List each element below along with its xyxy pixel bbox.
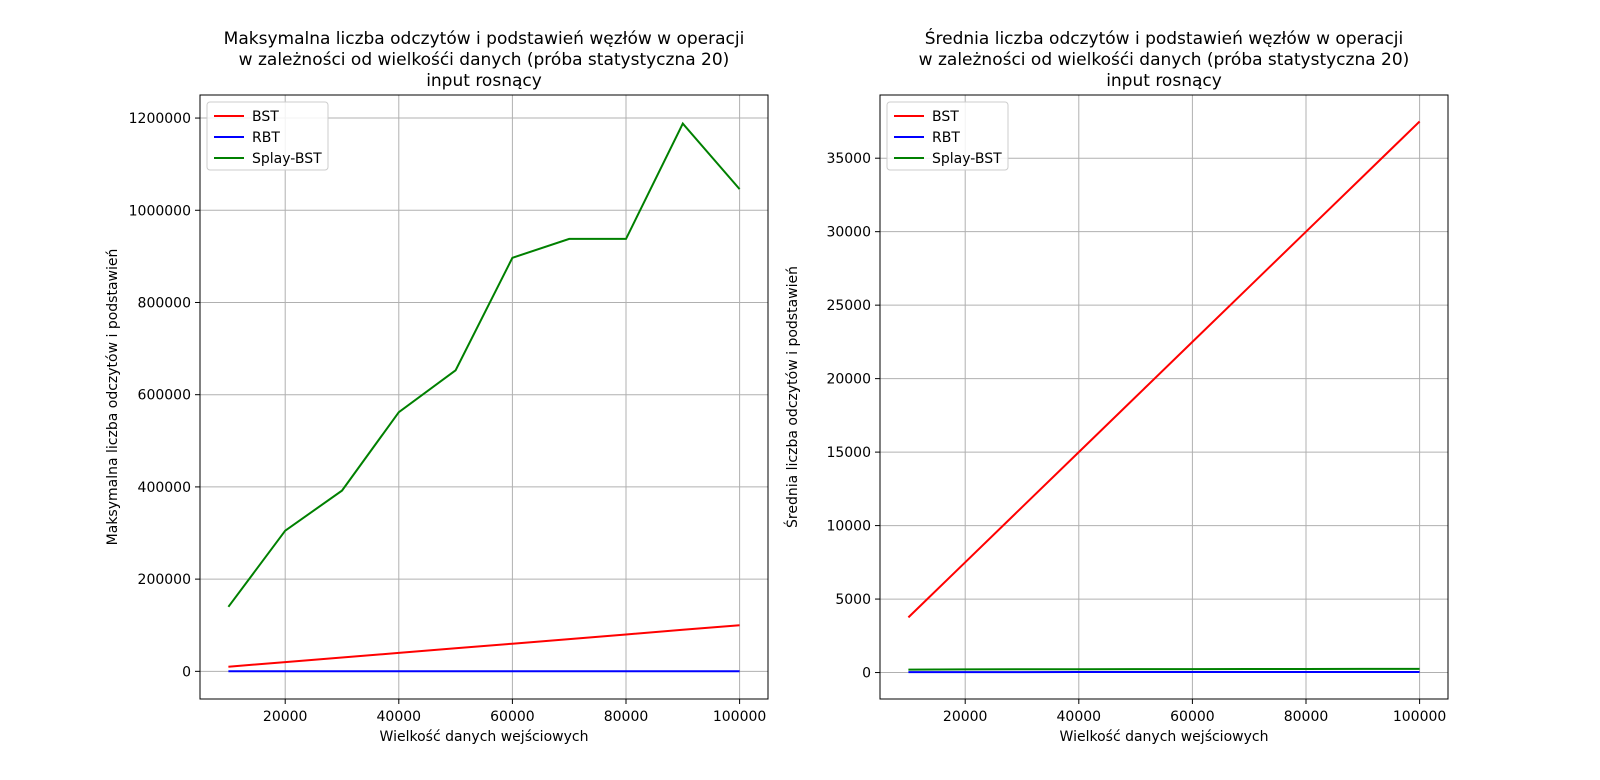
chart-title-line: w zależności od wielkośći danych (próba … <box>919 50 1410 70</box>
x-axis-label: Wielkość danych wejściowych <box>1060 729 1269 745</box>
chart-panel-1: Maksymalna liczba odczytów i podstawień … <box>105 29 769 745</box>
plot-frame <box>199 94 769 700</box>
y-tick-label: 800000 <box>138 295 191 311</box>
x-tick-label: 60000 <box>1170 709 1215 725</box>
legend-box <box>886 101 1009 171</box>
x-tick-label: 100000 <box>713 709 766 725</box>
chart-title-line: input rosnący <box>426 71 542 91</box>
legend-label: RBT <box>252 130 280 146</box>
y-axis-label: Średnia liczba odczytów i podstawień <box>783 266 801 528</box>
legend-label: BST <box>932 109 959 125</box>
legend-box <box>206 101 329 171</box>
y-tick-label: 0 <box>182 664 191 680</box>
x-tick-label: 80000 <box>1284 709 1329 725</box>
chart-title-line: input rosnący <box>1106 71 1222 91</box>
y-tick-label: 10000 <box>826 519 871 535</box>
y-tick-label: 5000 <box>835 592 871 608</box>
y-tick-label: 35000 <box>826 151 871 167</box>
x-tick-label: 20000 <box>943 709 988 725</box>
y-tick-label: 30000 <box>826 225 871 241</box>
series-line-bst <box>228 624 740 668</box>
series-line-splay-bst <box>908 667 1420 671</box>
chart-panel-2: Średnia liczba odczytów i podstawień węz… <box>783 27 1449 745</box>
chart-title-line: w zależności od wielkośći danych (próba … <box>239 50 730 70</box>
chart-title-line: Maksymalna liczba odczytów i podstawień … <box>224 29 745 49</box>
legend-label: BST <box>252 109 279 125</box>
y-tick-label: 400000 <box>138 480 191 496</box>
plot-area <box>200 95 768 699</box>
chart-title-line: Średnia liczba odczytów i podstawień węz… <box>925 27 1404 49</box>
x-tick-label: 100000 <box>1393 709 1446 725</box>
plot-area <box>880 95 1448 699</box>
series-line-splay-bst <box>227 121 741 608</box>
series-line-bst <box>907 120 1421 619</box>
y-tick-label: 15000 <box>826 445 871 461</box>
legend-label: Splay-BST <box>252 151 322 167</box>
y-tick-label: 1000000 <box>129 203 191 219</box>
x-tick-label: 40000 <box>377 709 422 725</box>
y-tick-label: 20000 <box>826 372 871 388</box>
y-tick-label: 600000 <box>138 388 191 404</box>
x-axis-label: Wielkość danych wejściowych <box>380 729 589 745</box>
x-tick-label: 80000 <box>604 709 649 725</box>
y-tick-label: 0 <box>862 666 871 682</box>
x-tick-label: 40000 <box>1057 709 1102 725</box>
legend-label: RBT <box>932 130 960 146</box>
x-tick-label: 60000 <box>490 709 535 725</box>
x-tick-label: 20000 <box>263 709 308 725</box>
legend: BST RBT Splay-BST <box>206 101 329 171</box>
y-tick-label: 25000 <box>826 298 871 314</box>
plot-frame <box>879 94 1449 700</box>
legend-label: Splay-BST <box>932 151 1002 167</box>
y-tick-label: 1200000 <box>129 111 191 127</box>
y-tick-label: 200000 <box>138 572 191 588</box>
legend: BST RBT Splay-BST <box>886 101 1009 171</box>
y-axis-label: Maksymalna liczba odczytów i podstawień <box>105 249 121 546</box>
